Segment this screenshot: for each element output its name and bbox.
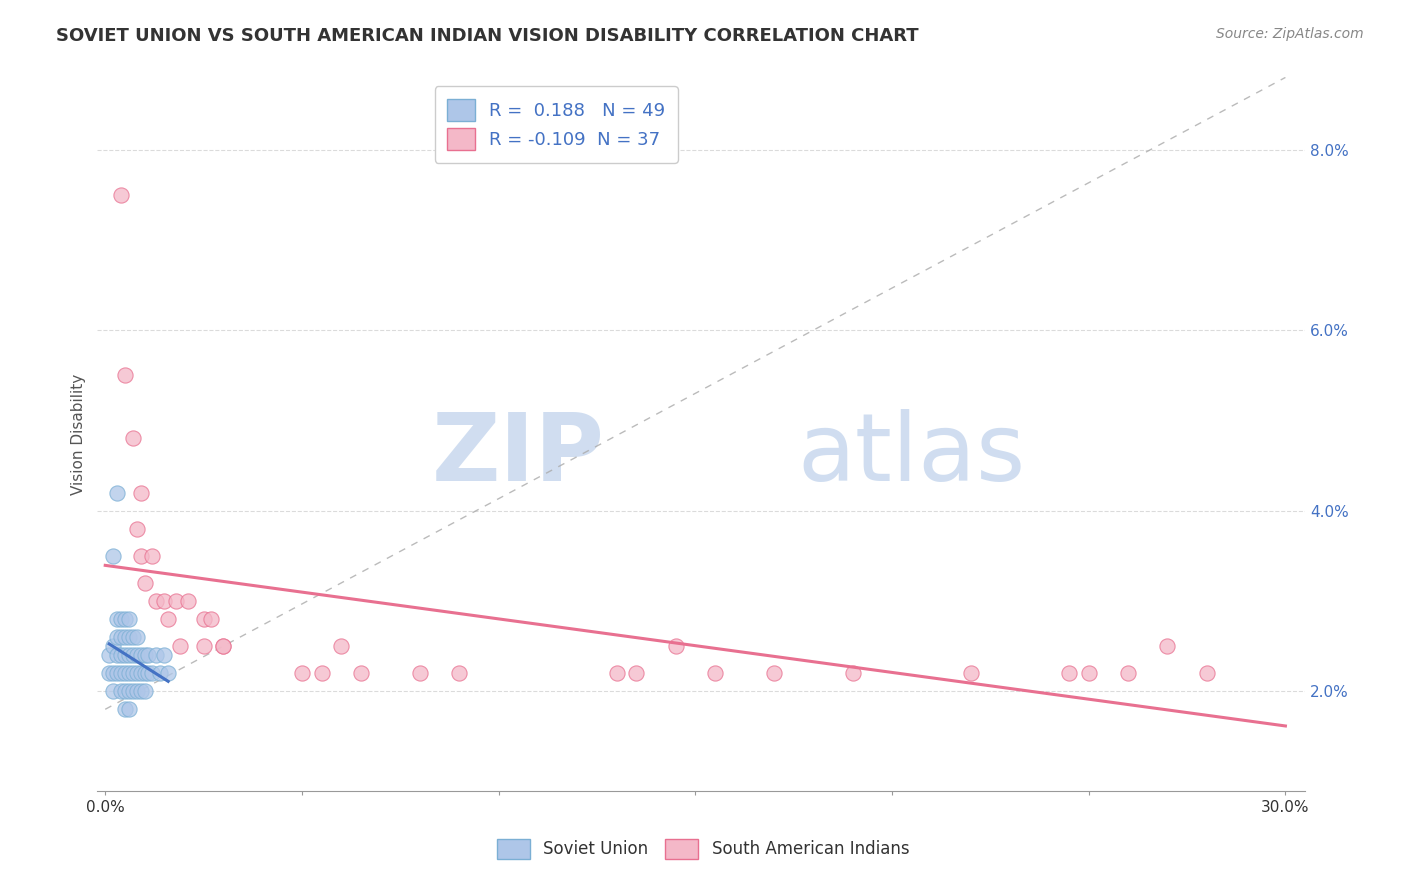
Point xyxy=(118,630,141,644)
Point xyxy=(125,522,148,536)
Point xyxy=(110,684,132,698)
Text: atlas: atlas xyxy=(797,409,1026,501)
Point xyxy=(121,684,143,698)
Point xyxy=(105,666,128,681)
Point xyxy=(114,368,136,383)
Point xyxy=(125,648,148,662)
Point xyxy=(101,684,124,698)
Point xyxy=(114,630,136,644)
Point xyxy=(129,684,152,698)
Point xyxy=(105,630,128,644)
Point xyxy=(169,639,191,653)
Point xyxy=(110,187,132,202)
Point xyxy=(129,666,152,681)
Point xyxy=(105,648,128,662)
Point xyxy=(118,666,141,681)
Point xyxy=(118,702,141,716)
Point xyxy=(134,648,156,662)
Point xyxy=(1077,666,1099,681)
Point xyxy=(200,612,222,626)
Point xyxy=(704,666,727,681)
Point xyxy=(129,549,152,563)
Point xyxy=(134,666,156,681)
Point xyxy=(105,485,128,500)
Point xyxy=(105,612,128,626)
Point xyxy=(1195,666,1218,681)
Point xyxy=(121,432,143,446)
Point xyxy=(959,666,981,681)
Point xyxy=(157,666,180,681)
Point xyxy=(134,684,156,698)
Legend: Soviet Union, South American Indians: Soviet Union, South American Indians xyxy=(489,832,917,866)
Point xyxy=(121,630,143,644)
Point xyxy=(114,648,136,662)
Point xyxy=(762,666,785,681)
Point xyxy=(350,666,373,681)
Point xyxy=(153,594,176,608)
Point xyxy=(145,594,167,608)
Point xyxy=(138,648,160,662)
Point xyxy=(626,666,648,681)
Point xyxy=(110,630,132,644)
Point xyxy=(110,612,132,626)
Point xyxy=(212,639,235,653)
Point xyxy=(141,666,163,681)
Point xyxy=(193,612,215,626)
Point xyxy=(409,666,432,681)
Point xyxy=(125,630,148,644)
Point xyxy=(1057,666,1080,681)
Point xyxy=(101,639,124,653)
Point xyxy=(841,666,863,681)
Text: Source: ZipAtlas.com: Source: ZipAtlas.com xyxy=(1216,27,1364,41)
Point xyxy=(157,612,180,626)
Point xyxy=(311,666,333,681)
Point xyxy=(1116,666,1139,681)
Point xyxy=(114,666,136,681)
Point xyxy=(101,549,124,563)
Point xyxy=(449,666,471,681)
Point xyxy=(101,666,124,681)
Point xyxy=(114,702,136,716)
Point xyxy=(141,549,163,563)
Point xyxy=(118,612,141,626)
Point xyxy=(121,648,143,662)
Point xyxy=(110,666,132,681)
Point xyxy=(118,648,141,662)
Point xyxy=(134,576,156,591)
Point xyxy=(114,684,136,698)
Point xyxy=(118,684,141,698)
Point xyxy=(138,666,160,681)
Point xyxy=(125,684,148,698)
Point xyxy=(98,648,121,662)
Point xyxy=(149,666,172,681)
Point xyxy=(165,594,187,608)
Point xyxy=(665,639,688,653)
Point xyxy=(145,648,167,662)
Y-axis label: Vision Disability: Vision Disability xyxy=(72,374,86,494)
Point xyxy=(606,666,628,681)
Point xyxy=(110,648,132,662)
Point xyxy=(177,594,200,608)
Text: ZIP: ZIP xyxy=(432,409,605,501)
Point xyxy=(330,639,353,653)
Point xyxy=(212,639,235,653)
Text: SOVIET UNION VS SOUTH AMERICAN INDIAN VISION DISABILITY CORRELATION CHART: SOVIET UNION VS SOUTH AMERICAN INDIAN VI… xyxy=(56,27,920,45)
Point xyxy=(129,485,152,500)
Point xyxy=(1156,639,1178,653)
Point xyxy=(98,666,121,681)
Point xyxy=(193,639,215,653)
Point xyxy=(114,612,136,626)
Point xyxy=(291,666,314,681)
Point xyxy=(153,648,176,662)
Point xyxy=(129,648,152,662)
Legend: R =  0.188   N = 49, R = -0.109  N = 37: R = 0.188 N = 49, R = -0.109 N = 37 xyxy=(434,87,678,163)
Point xyxy=(121,666,143,681)
Point xyxy=(125,666,148,681)
